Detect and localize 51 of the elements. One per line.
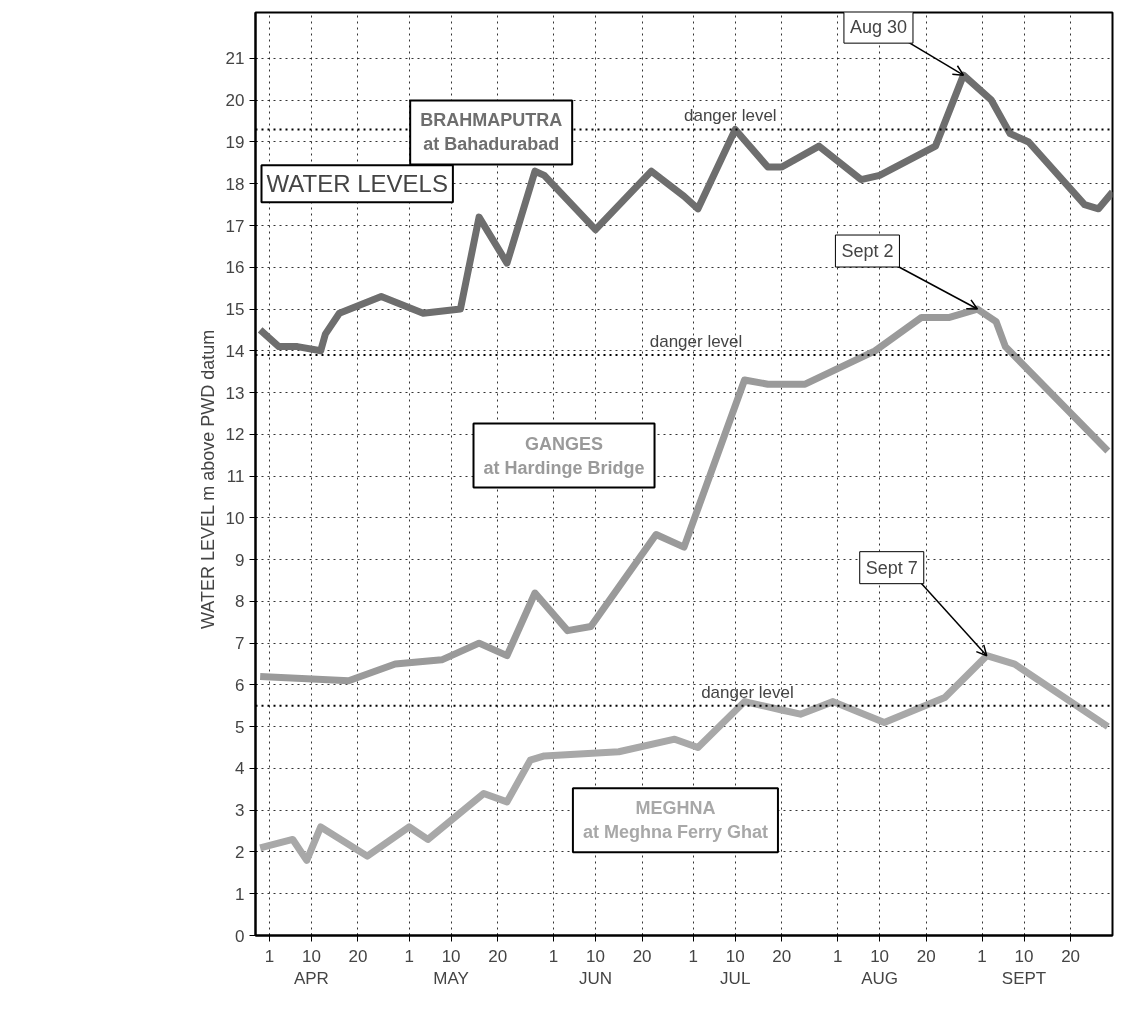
y-tick-label: 3 <box>235 801 245 821</box>
x-tick-label: 20 <box>632 946 652 966</box>
x-tick-label: 10 MAY <box>433 946 469 989</box>
x-tick-label: 1 <box>977 946 987 966</box>
annotation: Aug 30 <box>849 17 907 38</box>
y-tick-label: 12 <box>225 425 245 445</box>
x-tick-label: 10 SEPT <box>1001 946 1047 989</box>
y-tick-label: 10 <box>225 508 245 528</box>
y-tick-label: 9 <box>235 550 245 570</box>
y-tick-label: 1 <box>235 884 245 904</box>
x-tick-label: 20 <box>772 946 792 966</box>
annotation: Sept 7 <box>865 557 918 578</box>
ref-line-label: danger level <box>684 106 777 126</box>
x-tick-label: 10 AUG <box>861 946 899 989</box>
ref-line-label: danger level <box>701 682 794 702</box>
ref-line-label: danger level <box>649 331 743 351</box>
y-tick-label: 13 <box>225 383 245 403</box>
y-tick-label: 5 <box>235 717 245 737</box>
x-tick-label: 1 <box>548 946 559 966</box>
y-tick-label: 19 <box>225 132 245 152</box>
y-tick-label: 8 <box>235 592 245 612</box>
y-tick-label: 6 <box>235 675 245 695</box>
y-axis-title: WATER LEVEL m above PWD datum <box>197 329 218 630</box>
x-tick-label: 20 <box>348 946 368 966</box>
x-tick-label: 1 <box>688 946 699 966</box>
y-tick-label: 0 <box>235 926 245 946</box>
y-tick-label: 16 <box>225 258 245 278</box>
y-tick-label: 14 <box>225 341 245 361</box>
y-tick-label: 21 <box>225 49 245 69</box>
y-tick-label: 20 <box>225 91 245 111</box>
x-tick-label: 10 JUL <box>720 946 751 989</box>
x-tick-label: 20 <box>488 946 508 966</box>
y-tick-label: 15 <box>225 300 245 320</box>
x-tick-label: 20 <box>916 946 936 966</box>
x-tick-label: 10 APR <box>293 946 329 989</box>
text: MEGHNA at Meghna Ferry Ghat <box>582 798 768 843</box>
y-tick-label: 17 <box>225 216 245 236</box>
x-tick-label: 10 JUN <box>578 946 613 989</box>
series-label: BRAHMAPUTRA at Bahadurabad <box>420 110 563 155</box>
y-tick-label: 18 <box>225 174 245 194</box>
y-tick-label: 7 <box>235 634 245 654</box>
x-tick-label: 1 <box>264 946 275 966</box>
y-tick-label: 2 <box>235 842 245 862</box>
text: GANGES at Hardinge Bridge <box>483 433 645 478</box>
x-tick-label: 1 <box>832 946 843 966</box>
y-tick-label: 4 <box>235 759 245 779</box>
x-tick-label: 1 <box>404 946 414 966</box>
annotation: Sept 2 <box>841 241 894 262</box>
x-tick-label: 20 <box>1061 946 1081 966</box>
text: WATER LEVELS <box>266 170 448 198</box>
y-tick-label: 11 <box>226 467 245 487</box>
